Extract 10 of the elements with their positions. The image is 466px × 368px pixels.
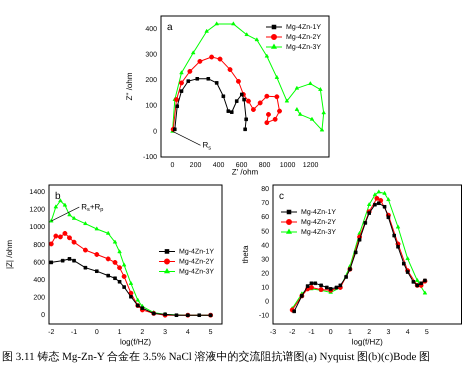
y-axis-title: Z'' /ohm xyxy=(125,72,134,100)
text: b xyxy=(55,191,61,202)
y-axis-title: theta xyxy=(241,245,250,264)
x-axis-title: Z' /ohm xyxy=(232,167,259,176)
caption: 图 3.11 铸态 Mg-Zn-Y 合金在 3.5% NaCl 溶液中的交流阻抗谱图(a) Nyquist 图(b)(c)Bode 图 xyxy=(2,350,430,364)
text: c xyxy=(279,191,284,202)
text: a xyxy=(167,22,173,33)
x-axis-title: log(f/HZ) xyxy=(352,337,384,346)
x-axis-title: log(f/HZ) xyxy=(120,337,152,346)
y-axis-title: |Z| /ohm xyxy=(5,240,14,270)
